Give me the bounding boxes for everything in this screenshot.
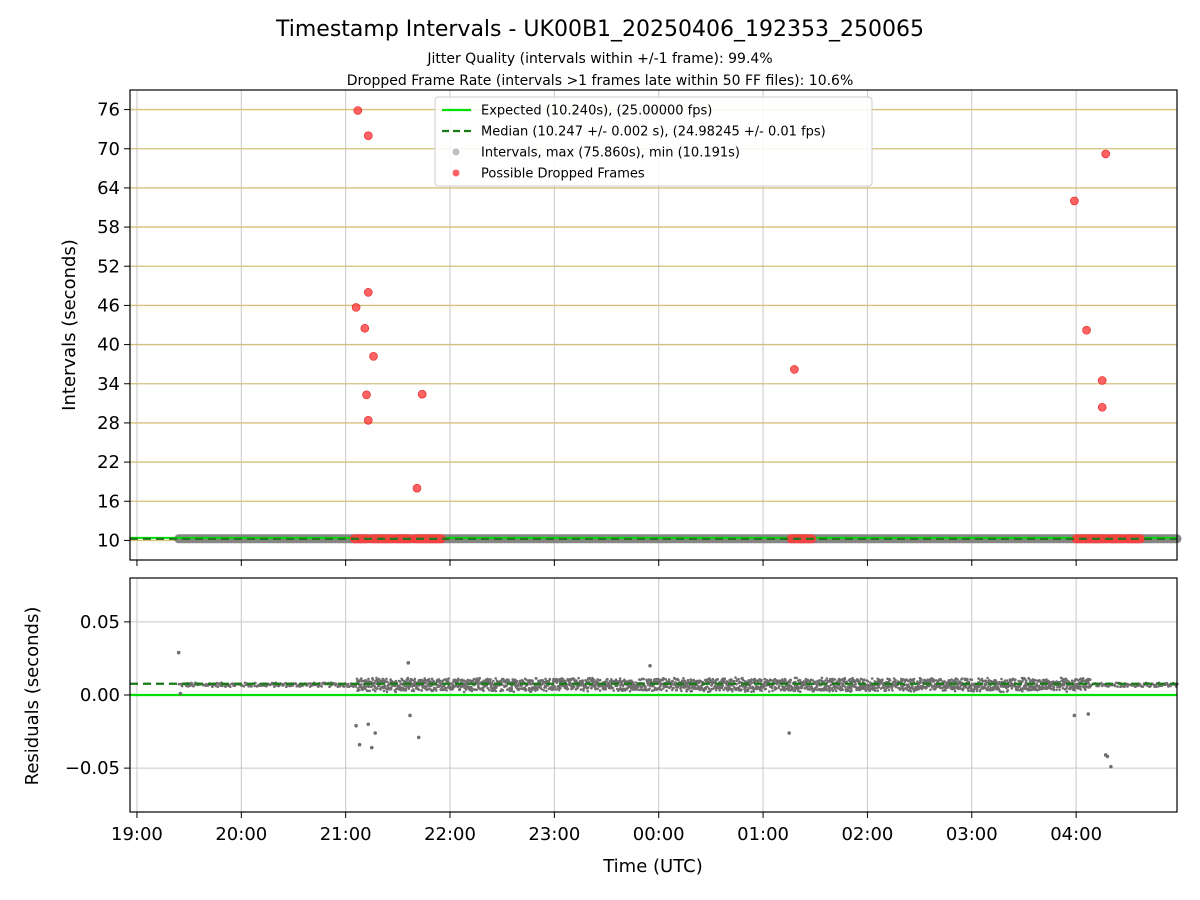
residual-outlier-point [357, 742, 362, 747]
dropped-frame-point [1097, 402, 1107, 412]
residual-outlier-point [648, 663, 652, 668]
legend: Expected (10.240s), (25.00000 fps) Median… [434, 96, 873, 187]
dropped-frame-point [360, 323, 370, 333]
residual-outlier-point [178, 691, 183, 696]
intervals-y-tick-label: 52 [97, 256, 120, 277]
residual-outlier-point [354, 723, 358, 728]
x-tick-label: 22:00 [424, 824, 476, 845]
dropped-frame-point [363, 131, 373, 140]
residual-outlier-point [416, 735, 421, 740]
dropped-frame-point [417, 389, 427, 399]
intervals-y-axis-label: Intervals (seconds) [59, 239, 80, 411]
dropped-frame-point [351, 303, 361, 312]
x-tick-label: 00:00 [633, 824, 685, 845]
x-tick-label: 20:00 [215, 824, 267, 845]
intervals-y-tick-label: 10 [97, 530, 120, 551]
dropped-frame-point [362, 390, 371, 400]
residual-outlier-point [406, 661, 411, 665]
intervals-y-tick-label: 28 [97, 413, 120, 434]
intervals-y-tick-label: 64 [97, 178, 120, 199]
legend-entry-label: Median (10.247 +/- 0.002 s), (24.98245 +… [481, 125, 826, 140]
x-tick-label: 04:00 [1050, 824, 1102, 845]
chart-subtitle-dropped: Dropped Frame Rate (intervals >1 frames … [347, 73, 854, 89]
intervals-y-tick-label: 16 [97, 491, 120, 512]
dropped-frame-point [369, 352, 378, 361]
x-tick-label: 03:00 [946, 824, 998, 845]
residual-outlier-point [369, 745, 374, 750]
intervals-y-tick-label: 58 [97, 217, 120, 238]
residual-outlier-point [1109, 764, 1113, 769]
intervals-y-tick-label: 40 [97, 335, 120, 356]
residuals-y-tick-label: −0.05 [65, 758, 120, 779]
x-axis-label: Time (UTC) [602, 856, 703, 877]
intervals-y-tick-label: 22 [97, 452, 120, 473]
dropped-frame-point [1082, 325, 1091, 335]
x-tick-label: 19:00 [111, 824, 163, 845]
intervals-y-tick-label: 70 [97, 139, 120, 160]
intervals-plot-frame [129, 89, 1178, 561]
residual-outlier-point [408, 713, 412, 718]
residual-outlier-point [787, 731, 791, 735]
residual-outlier-point [1105, 754, 1110, 759]
intervals-y-tick-label: 76 [97, 100, 120, 121]
residual-outlier-point [176, 650, 181, 655]
residuals-plot-frame [129, 577, 1178, 813]
chart-subtitle-jitter: Jitter Quality (intervals within +/-1 fr… [426, 51, 772, 67]
legend-dropped-swatch [452, 169, 460, 177]
residuals-y-tick-label: 0.00 [80, 685, 120, 706]
x-tick-label: 23:00 [528, 824, 580, 845]
residuals-plot: 0.05 0.00 −0.05 19:00 20:00 21:00 22:00 23:00 00… [65, 577, 1179, 845]
dropped-frame-point [412, 483, 422, 493]
dropped-frame-point [1101, 149, 1110, 159]
x-tick-label: 21:00 [320, 824, 372, 845]
dropped-frame-point [363, 288, 373, 297]
dropped-frame-point [790, 365, 799, 374]
legend-box [434, 96, 873, 187]
x-tick-label: 01:00 [737, 824, 789, 845]
legend-entry-label: Possible Dropped Frames [481, 167, 645, 182]
dropped-frame-point [353, 106, 363, 115]
dropped-frame-point [363, 416, 373, 425]
dropped-frame-point [1097, 376, 1107, 385]
x-tick-label: 02:00 [841, 824, 893, 845]
intervals-y-tick-label: 46 [97, 295, 120, 316]
residual-outlier-point [373, 731, 378, 735]
legend-intervals-swatch [452, 148, 460, 156]
dropped-frame-point [1070, 196, 1079, 206]
residual-outlier-point [1086, 712, 1091, 716]
legend-entry-label: Intervals, max (75.860s), min (10.191s) [481, 146, 740, 161]
residuals-y-tick-label: 0.05 [80, 612, 120, 633]
residual-outlier-point [1072, 713, 1077, 718]
residuals-y-axis-label: Residuals (seconds) [22, 607, 43, 786]
residual-outlier-point [366, 722, 371, 727]
chart-title: Timestamp Intervals - UK00B1_20250406_19… [275, 17, 924, 42]
legend-entry-label: Expected (10.240s), (25.00000 fps) [481, 104, 712, 119]
intervals-y-tick-label: 34 [97, 374, 120, 395]
